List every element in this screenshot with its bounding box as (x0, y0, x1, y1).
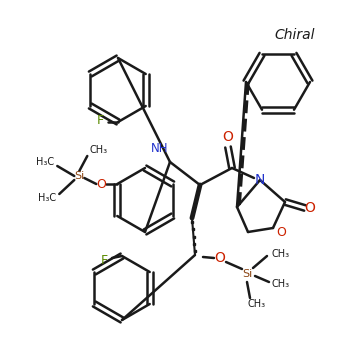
Text: Chiral: Chiral (275, 28, 315, 42)
Text: O: O (96, 177, 106, 190)
Text: F: F (100, 254, 107, 267)
Text: Si: Si (242, 269, 252, 279)
Text: O: O (215, 251, 225, 265)
Text: N: N (255, 173, 265, 187)
Text: CH₃: CH₃ (271, 249, 289, 259)
Text: O: O (276, 226, 286, 239)
Text: CH₃: CH₃ (89, 145, 107, 155)
Text: O: O (223, 130, 233, 144)
Text: CH₃: CH₃ (248, 299, 266, 309)
Text: F: F (97, 113, 104, 126)
Text: Si: Si (74, 171, 84, 181)
Text: H₃C: H₃C (36, 157, 54, 167)
Text: O: O (304, 201, 315, 215)
Text: NH: NH (151, 141, 169, 154)
Text: H₃C: H₃C (38, 193, 56, 203)
Text: CH₃: CH₃ (272, 279, 290, 289)
